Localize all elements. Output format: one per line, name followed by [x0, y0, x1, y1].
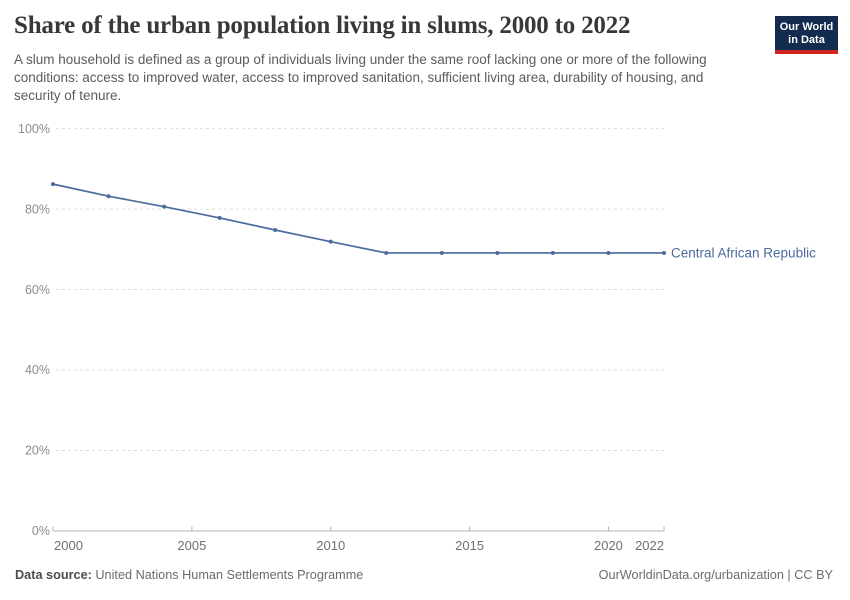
owid-logo-text: Our World in Data — [775, 16, 838, 50]
x-axis-label: 2010 — [316, 538, 345, 553]
x-axis-label: 2000 — [54, 538, 83, 553]
page-title: Share of the urban population living in … — [14, 12, 631, 39]
data-point[interactable] — [550, 250, 555, 255]
y-axis-label: 60% — [25, 283, 50, 297]
data-point[interactable] — [495, 250, 500, 255]
attribution: OurWorldinData.org/urbanization | CC BY — [598, 568, 833, 582]
x-axis-label: 2022 — [635, 538, 664, 553]
series-label: Central African Republic — [671, 245, 816, 260]
data-point[interactable] — [217, 215, 222, 220]
data-point[interactable] — [51, 182, 55, 187]
series-line[interactable] — [52, 183, 664, 254]
y-axis-label: 20% — [25, 444, 50, 458]
x-axis-label: 2015 — [455, 538, 484, 553]
logo-line-1: Our World — [779, 21, 834, 33]
x-axis-label: 2020 — [594, 538, 623, 553]
chart-footer: Data source: United Nations Human Settle… — [15, 568, 833, 582]
data-source: Data source: United Nations Human Settle… — [15, 568, 363, 582]
y-axis-label: 80% — [25, 202, 50, 216]
logo-line-2: in Data — [788, 33, 825, 46]
data-point[interactable] — [384, 250, 389, 255]
chart-subtitle: A slum household is defined as a group o… — [14, 52, 707, 103]
data-point[interactable] — [439, 250, 444, 255]
data-point[interactable] — [106, 194, 111, 199]
logo-red-bar — [775, 50, 838, 54]
data-point[interactable] — [606, 250, 611, 255]
data-source-label: Data source: — [15, 568, 92, 582]
data-point[interactable] — [273, 228, 278, 233]
y-axis-label: 40% — [25, 363, 50, 377]
y-axis-label: 0% — [32, 524, 50, 538]
owid-logo: Our World in Data — [775, 16, 838, 54]
y-axis-label: 100% — [18, 122, 50, 136]
data-point[interactable] — [162, 204, 167, 209]
data-point[interactable] — [328, 239, 333, 244]
data-point[interactable] — [662, 250, 666, 255]
data-source-value: United Nations Human Settlements Program… — [95, 568, 364, 582]
x-axis-label: 2005 — [177, 538, 206, 553]
